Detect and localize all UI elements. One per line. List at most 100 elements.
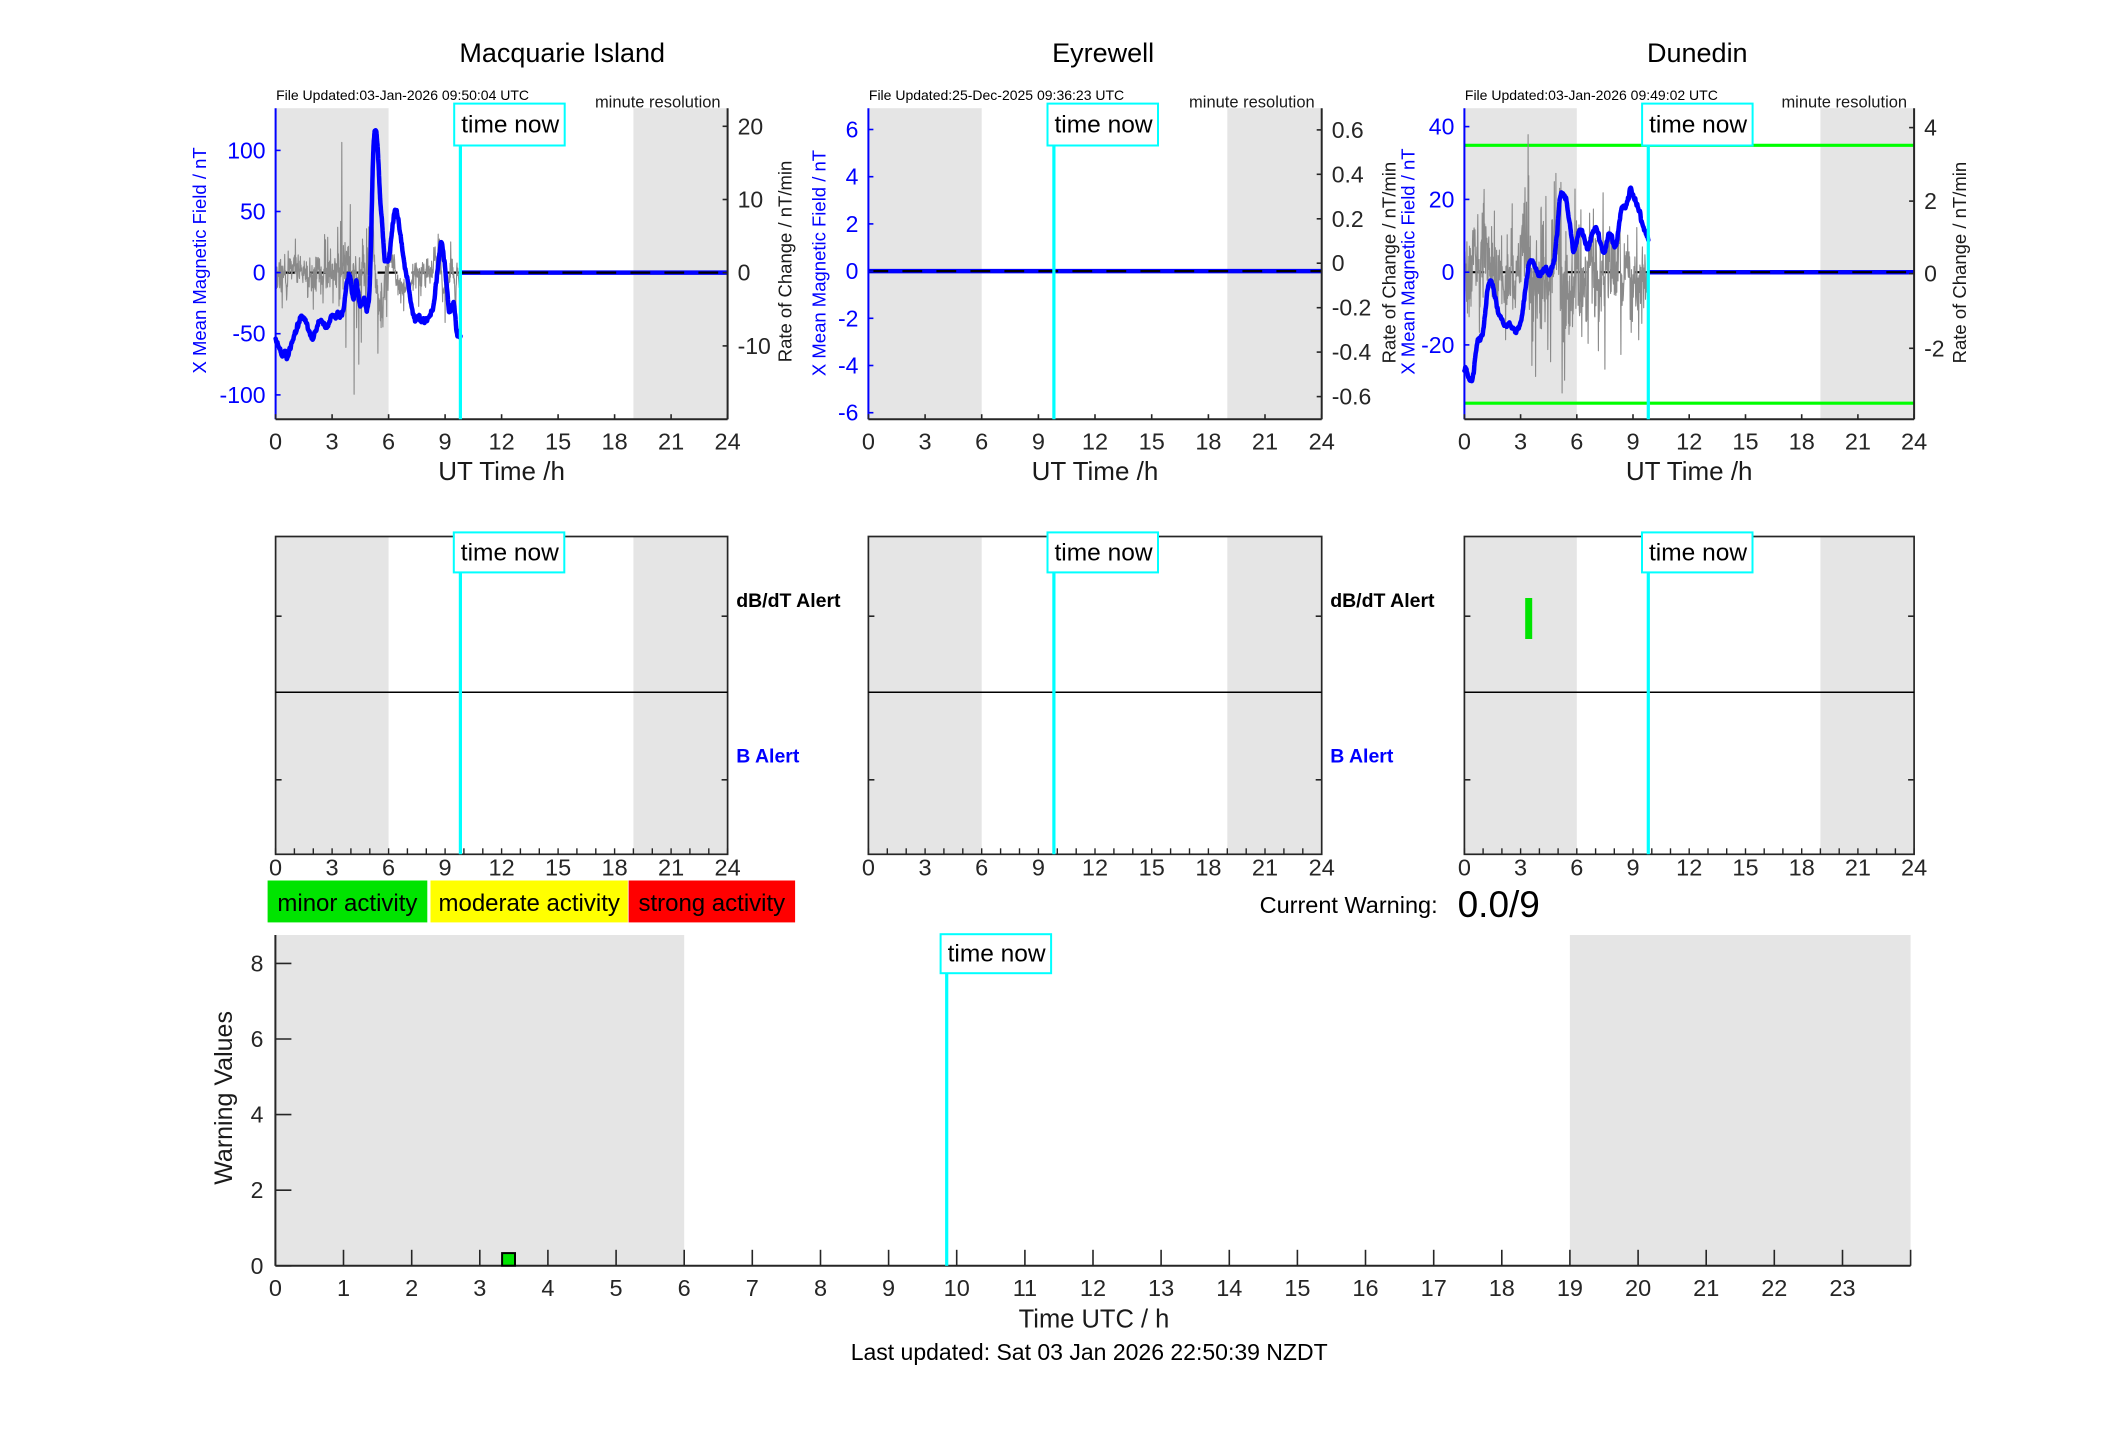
svg-text:21: 21 bbox=[1252, 854, 1278, 880]
svg-text:24: 24 bbox=[1901, 428, 1927, 454]
svg-text:time now: time now bbox=[1055, 539, 1153, 566]
svg-text:8: 8 bbox=[814, 1275, 827, 1301]
svg-text:15: 15 bbox=[1139, 428, 1165, 454]
svg-text:12: 12 bbox=[1082, 854, 1108, 880]
svg-text:Rate of Change / nT/min: Rate of Change / nT/min bbox=[1378, 162, 1399, 364]
svg-text:9: 9 bbox=[1032, 854, 1045, 880]
svg-text:0: 0 bbox=[1332, 250, 1345, 276]
svg-text:8: 8 bbox=[251, 950, 264, 976]
svg-text:0: 0 bbox=[1458, 428, 1471, 454]
svg-text:10: 10 bbox=[944, 1275, 970, 1301]
svg-text:13: 13 bbox=[1148, 1275, 1174, 1301]
svg-text:24: 24 bbox=[1901, 854, 1927, 880]
svg-text:18: 18 bbox=[1789, 428, 1815, 454]
svg-text:11: 11 bbox=[1013, 1275, 1037, 1301]
svg-text:6: 6 bbox=[678, 1275, 691, 1301]
svg-text:-2: -2 bbox=[838, 305, 858, 331]
svg-text:20: 20 bbox=[738, 113, 764, 139]
svg-text:12: 12 bbox=[1080, 1275, 1106, 1301]
svg-text:12: 12 bbox=[1676, 428, 1702, 454]
svg-text:24: 24 bbox=[715, 854, 741, 880]
svg-text:22: 22 bbox=[1761, 1275, 1787, 1301]
svg-text:9: 9 bbox=[1032, 428, 1045, 454]
svg-text:100: 100 bbox=[227, 137, 265, 163]
svg-text:18: 18 bbox=[1195, 428, 1221, 454]
svg-text:40: 40 bbox=[1429, 114, 1455, 140]
svg-text:Current Warning:: Current Warning: bbox=[1260, 892, 1438, 918]
svg-text:9: 9 bbox=[882, 1275, 895, 1301]
svg-text:14: 14 bbox=[1216, 1275, 1242, 1301]
svg-text:0.2: 0.2 bbox=[1332, 206, 1364, 232]
svg-text:18: 18 bbox=[1789, 854, 1815, 880]
svg-text:6: 6 bbox=[382, 854, 395, 880]
svg-text:3: 3 bbox=[919, 428, 932, 454]
svg-text:0.0/9: 0.0/9 bbox=[1458, 884, 1540, 925]
svg-text:4: 4 bbox=[541, 1275, 554, 1301]
svg-text:-20: -20 bbox=[1421, 332, 1454, 358]
svg-text:UT Time /h: UT Time /h bbox=[1032, 456, 1159, 486]
svg-text:21: 21 bbox=[658, 428, 684, 454]
svg-text:File Updated:03-Jan-2026 09:49: File Updated:03-Jan-2026 09:49:02 UTC bbox=[1465, 87, 1718, 103]
svg-text:9: 9 bbox=[439, 854, 452, 880]
svg-text:Macquarie Island: Macquarie Island bbox=[459, 38, 665, 68]
svg-text:21: 21 bbox=[1252, 428, 1278, 454]
svg-text:Rate of Change / nT/min: Rate of Change / nT/min bbox=[1949, 162, 1970, 364]
svg-text:16: 16 bbox=[1352, 1275, 1378, 1301]
svg-text:2: 2 bbox=[251, 1177, 264, 1203]
svg-text:24: 24 bbox=[1309, 428, 1335, 454]
svg-text:time now: time now bbox=[461, 112, 559, 139]
svg-text:3: 3 bbox=[1514, 854, 1527, 880]
svg-text:0: 0 bbox=[1924, 261, 1937, 287]
svg-text:15: 15 bbox=[545, 428, 571, 454]
svg-text:File Updated:25-Dec-2025 09:36: File Updated:25-Dec-2025 09:36:23 UTC bbox=[869, 87, 1124, 103]
svg-text:0: 0 bbox=[269, 428, 282, 454]
svg-text:15: 15 bbox=[545, 854, 571, 880]
svg-text:0: 0 bbox=[269, 854, 282, 880]
svg-text:Dunedin: Dunedin bbox=[1647, 38, 1748, 68]
svg-text:4: 4 bbox=[846, 164, 859, 190]
svg-text:15: 15 bbox=[1732, 854, 1758, 880]
svg-text:-2: -2 bbox=[1924, 335, 1944, 361]
svg-text:18: 18 bbox=[602, 854, 628, 880]
svg-text:9: 9 bbox=[1626, 428, 1639, 454]
svg-text:Warning Values: Warning Values bbox=[210, 1011, 238, 1185]
svg-text:4: 4 bbox=[251, 1102, 264, 1128]
svg-text:-0.4: -0.4 bbox=[1332, 339, 1372, 365]
svg-text:3: 3 bbox=[326, 428, 339, 454]
svg-text:-100: -100 bbox=[220, 382, 266, 408]
svg-text:10: 10 bbox=[738, 187, 764, 213]
svg-text:X Mean Magnetic Field / nT: X Mean Magnetic Field / nT bbox=[189, 147, 210, 373]
svg-text:-0.6: -0.6 bbox=[1332, 384, 1372, 410]
svg-text:19: 19 bbox=[1557, 1275, 1583, 1301]
svg-text:Last updated: Sat 03 Jan 2026: Last updated: Sat 03 Jan 2026 22:50:39 N… bbox=[851, 1339, 1328, 1365]
svg-text:0: 0 bbox=[1442, 259, 1455, 285]
svg-text:X Mean Magnetic Field / nT: X Mean Magnetic Field / nT bbox=[808, 150, 829, 376]
svg-text:UT Time /h: UT Time /h bbox=[1626, 456, 1753, 486]
svg-text:12: 12 bbox=[489, 854, 515, 880]
svg-text:3: 3 bbox=[326, 854, 339, 880]
svg-text:6: 6 bbox=[975, 428, 988, 454]
svg-text:minute resolution: minute resolution bbox=[595, 94, 721, 112]
svg-text:12: 12 bbox=[1676, 854, 1702, 880]
svg-text:9: 9 bbox=[1626, 854, 1639, 880]
svg-text:12: 12 bbox=[1082, 428, 1108, 454]
svg-text:6: 6 bbox=[382, 428, 395, 454]
svg-text:3: 3 bbox=[1514, 428, 1527, 454]
svg-text:23: 23 bbox=[1829, 1275, 1855, 1301]
svg-text:6: 6 bbox=[975, 854, 988, 880]
svg-text:21: 21 bbox=[1845, 428, 1871, 454]
svg-text:strong activity: strong activity bbox=[638, 890, 785, 917]
svg-text:0.4: 0.4 bbox=[1332, 161, 1364, 187]
svg-text:24: 24 bbox=[1309, 854, 1335, 880]
svg-text:Time UTC / h: Time UTC / h bbox=[1019, 1305, 1170, 1333]
svg-text:3: 3 bbox=[919, 854, 932, 880]
svg-text:0: 0 bbox=[862, 428, 875, 454]
svg-text:0: 0 bbox=[269, 1275, 282, 1301]
svg-text:UT Time /h: UT Time /h bbox=[438, 456, 565, 486]
svg-text:-0.2: -0.2 bbox=[1332, 295, 1372, 321]
svg-text:Rate of Change / nT/min: Rate of Change / nT/min bbox=[775, 161, 796, 363]
svg-text:18: 18 bbox=[602, 428, 628, 454]
svg-text:6: 6 bbox=[1570, 428, 1583, 454]
svg-text:Eyrewell: Eyrewell bbox=[1052, 38, 1154, 68]
svg-text:0: 0 bbox=[862, 854, 875, 880]
